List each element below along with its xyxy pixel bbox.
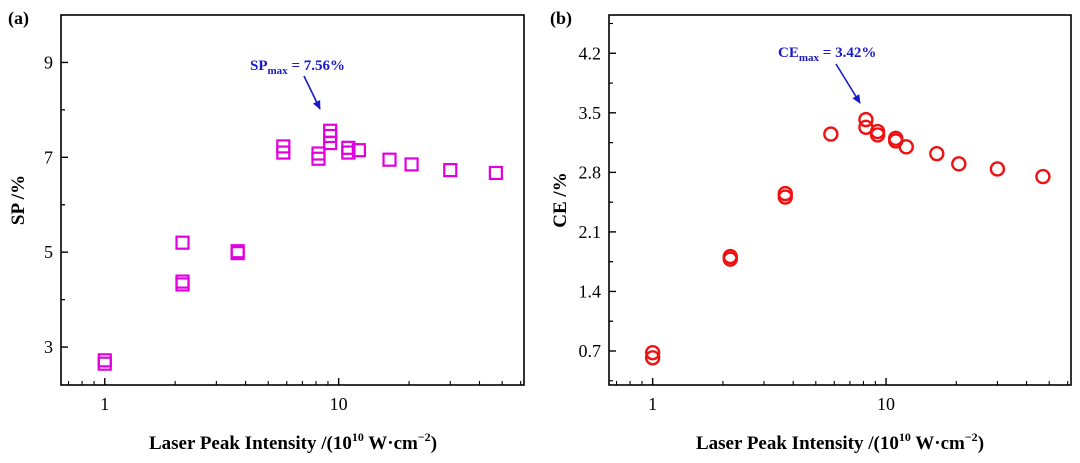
data-point-circle — [929, 145, 945, 162]
y-tick-label: 1.4 — [579, 281, 602, 301]
panel-b-points — [644, 111, 1051, 366]
panel-b-plot-frame — [608, 14, 1072, 386]
panel-a-points — [97, 123, 503, 371]
y-tick-label: 5 — [44, 242, 53, 262]
data-point-circle — [644, 344, 661, 361]
panel-a-x-title-mid: W·cm — [364, 433, 418, 454]
panel-b-x-title-exp1: 10 — [899, 430, 911, 444]
data-point-square — [230, 244, 245, 259]
panel-b-annotation-arrow — [835, 63, 861, 104]
panel-b-ticks: 1 10 0.7 1.4 2.1 2.8 3.5 4.2 — [579, 22, 1069, 414]
panel-a-x-title-exp1: 10 — [352, 430, 364, 444]
data-point-circle — [869, 123, 886, 140]
panel-a-annotation-sub: max — [268, 65, 289, 77]
panel-b-annotation-text: CEmax = 3.42% — [778, 45, 876, 64]
panel-a: (a) 1 10 3 5 7 9 SPmax = 7.56% Laser Peak Int… — [8, 8, 525, 454]
x-tick-label: 10 — [330, 394, 348, 414]
panel-a-label: (a) — [8, 8, 29, 29]
panel-a-annotation-base: SP — [250, 58, 268, 74]
y-tick-label: 3 — [44, 337, 53, 357]
data-point-circle — [989, 161, 1006, 177]
panel-b-x-title-end: ) — [978, 433, 984, 454]
data-point-square — [276, 139, 291, 154]
panel-a-annotation-arrow — [303, 75, 321, 110]
panel-a-x-title-main: Laser Peak Intensity /(10 — [149, 433, 352, 454]
x-tick-label: 1 — [100, 394, 109, 414]
panel-a-annotation-text: SPmax = 7.56% — [250, 58, 345, 77]
panel-a-annotation: SPmax = 7.56% — [250, 58, 345, 110]
data-point-circle — [644, 350, 661, 366]
panel-b-x-title-exp2: −2 — [965, 430, 978, 444]
data-point-square — [351, 143, 366, 158]
y-tick-label: 2.1 — [579, 222, 602, 242]
data-point-square — [443, 163, 458, 178]
y-tick-label: 2.8 — [579, 162, 602, 182]
panel-b-annotation: CEmax = 3.42% — [778, 45, 876, 104]
data-point-square — [488, 165, 503, 181]
data-point-circle — [951, 156, 967, 172]
y-tick-label: 3.5 — [579, 103, 602, 123]
panel-b-x-axis-title: Laser Peak Intensity /(1010 W·cm−2) — [696, 430, 984, 454]
y-tick-label: 9 — [44, 52, 53, 72]
y-tick-label: 4.2 — [579, 43, 602, 63]
data-point-square — [404, 157, 419, 172]
data-point-circle — [777, 185, 793, 202]
panel-a-annotation-value: = 7.56% — [288, 58, 345, 74]
data-point-square — [97, 353, 112, 368]
y-tick-label: 0.7 — [579, 341, 602, 361]
data-point-square — [175, 274, 190, 289]
panel-b-annotation-sub: max — [799, 52, 820, 64]
panel-b: (b) 1 100.71.42.12.83.54.2 CEmax = 3.42% … — [550, 8, 1072, 454]
data-point-circle — [888, 130, 904, 147]
data-point-circle — [858, 111, 874, 128]
panel-b-x-title-mid: W·cm — [911, 433, 965, 454]
panel-a-y-axis-title: SP /% — [8, 175, 29, 225]
data-point-square — [323, 123, 338, 138]
panel-a-plot-frame — [60, 14, 525, 386]
data-point-square — [382, 152, 397, 167]
panel-a-ticks: 1 10 3 5 7 9 — [44, 52, 522, 414]
data-point-square — [311, 146, 326, 161]
panel-b-y-axis-title: CE /% — [550, 172, 571, 227]
data-point-square — [175, 235, 190, 250]
x-tick-label: 10 — [877, 394, 895, 414]
panel-b-x-title-main: Laser Peak Intensity /(10 — [696, 433, 899, 454]
y-tick-label: 7 — [44, 147, 53, 167]
data-point-circle — [823, 126, 839, 142]
data-point-circle — [1035, 168, 1051, 185]
x-tick-label: 1 — [648, 394, 657, 414]
data-point-circle — [898, 139, 914, 155]
panel-a-x-axis-title: Laser Peak Intensity /(1010 W·cm−2) — [149, 430, 437, 454]
data-point-square — [97, 356, 112, 371]
panel-b-annotation-value: = 3.42% — [819, 45, 876, 61]
panel-a-x-title-end: ) — [431, 433, 437, 454]
panel-b-label: (b) — [550, 8, 572, 29]
panel-b-annotation-base: CE — [778, 45, 799, 61]
data-point-square — [341, 140, 356, 155]
data-point-square — [323, 135, 338, 151]
data-point-circle — [722, 248, 738, 265]
panel-a-x-title-exp2: −2 — [418, 430, 431, 444]
